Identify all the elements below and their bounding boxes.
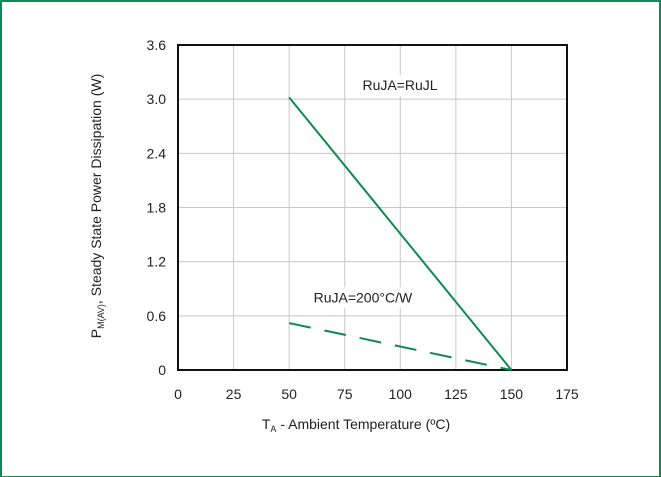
- annotations: RuJA=RuJL RuJA=200°C/W: [307, 75, 443, 309]
- x-tick-label: 50: [281, 386, 297, 402]
- x-axis-title: TA - Ambient Temperature (ºC): [262, 416, 450, 434]
- plot-area: [177, 44, 568, 371]
- x-tick-label: 100: [389, 386, 413, 402]
- series-layer: [288, 96, 513, 371]
- y-tick-label: 2.4: [147, 145, 167, 161]
- annotation-background: [356, 75, 443, 97]
- y-tick-label: 3.6: [147, 37, 167, 53]
- y-tick-label: 3.0: [147, 91, 167, 107]
- x-tick-label: 75: [337, 386, 353, 402]
- x-tick-label: 0: [174, 386, 182, 402]
- series-annotation: RuJA=200°C/W: [314, 289, 413, 305]
- y-tick-labels: 0 0.6 1.2 1.8 2.4 3.0 3.6: [147, 37, 167, 378]
- y-tick-label: 1.2: [147, 254, 167, 270]
- x-tick-label: 150: [500, 386, 524, 402]
- y-tick-label: 0: [158, 362, 166, 378]
- y-axis-title: PM(AV), Steady State Power Dissipation (…: [88, 74, 106, 339]
- series-annotation: RuJA=RuJL: [362, 77, 437, 93]
- y-tick-label: 1.8: [147, 200, 167, 216]
- series-line-rujl: [288, 96, 513, 371]
- x-tick-label: 175: [555, 386, 579, 402]
- x-tick-labels: 0 25 50 75 100 125 150 175: [174, 386, 579, 402]
- series-line-200cw: [288, 322, 512, 371]
- grid: [178, 45, 567, 370]
- x-tick-label: 125: [444, 386, 468, 402]
- x-tick-label: 25: [226, 386, 242, 402]
- annotation-background: [307, 287, 418, 309]
- y-tick-label: 0.6: [147, 308, 167, 324]
